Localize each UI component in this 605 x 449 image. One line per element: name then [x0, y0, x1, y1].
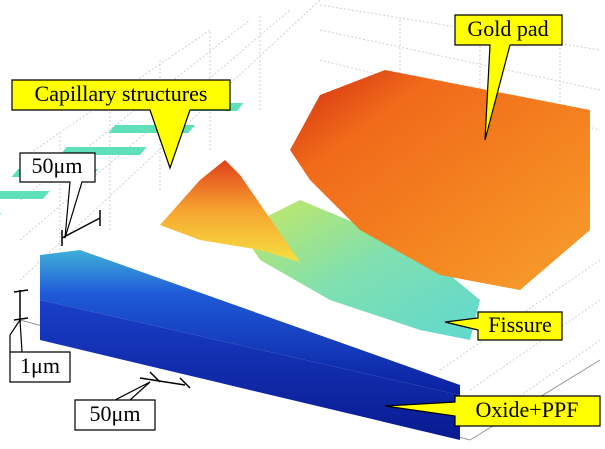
callout-box — [444, 311, 563, 341]
oxide-top — [40, 250, 460, 395]
gold-pad-surface — [290, 70, 590, 290]
callout-box — [384, 395, 601, 427]
callout-box — [11, 79, 231, 170]
callout-box — [9, 318, 71, 383]
callout-box — [19, 152, 96, 239]
scale-marks — [13, 210, 191, 389]
callout-box — [74, 381, 156, 431]
label-oxide: Oxide+PPF — [476, 397, 579, 422]
label-scale-bottom: 50μm — [90, 401, 141, 426]
label-capillary: Capillary structures — [35, 81, 208, 106]
capillary — [0, 191, 50, 199]
capillary-peak — [160, 160, 300, 262]
capillary — [0, 213, 2, 221]
label-fissure: Fissure — [488, 312, 552, 337]
oxide-face — [40, 300, 460, 440]
callouts — [9, 14, 601, 431]
label-scale-height: 1μm — [20, 353, 60, 378]
label-gold-pad: Gold pad — [467, 16, 548, 41]
callout-box — [454, 14, 563, 141]
fissure-region — [240, 200, 480, 340]
label-scale-top: 50μm — [32, 153, 83, 178]
